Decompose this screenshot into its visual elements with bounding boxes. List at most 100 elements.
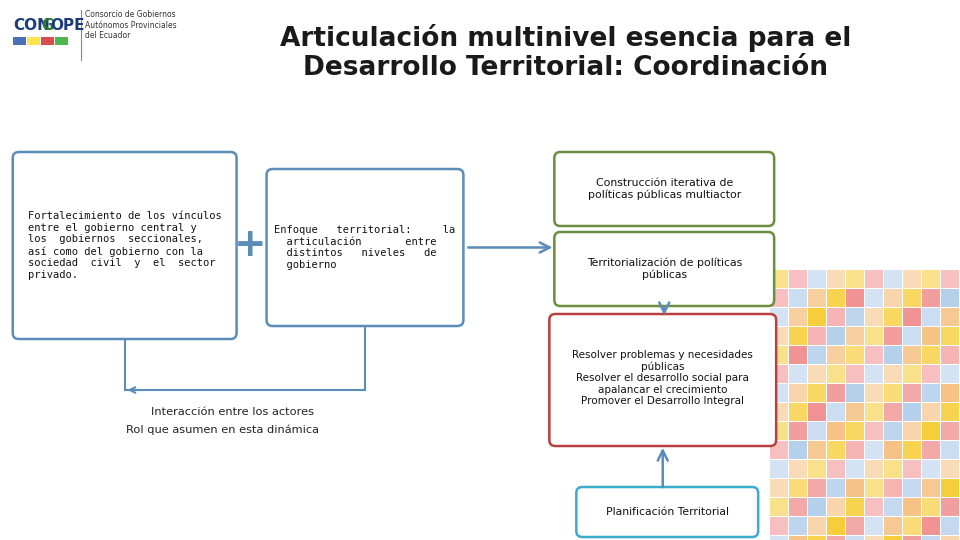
- Bar: [808, 479, 827, 497]
- Bar: [808, 270, 827, 288]
- Bar: [808, 517, 827, 535]
- Bar: [903, 479, 921, 497]
- Bar: [808, 289, 827, 307]
- Bar: [941, 460, 959, 478]
- Bar: [884, 384, 902, 402]
- Text: Planificación Territorial: Planificación Territorial: [606, 507, 729, 517]
- Bar: [846, 270, 864, 288]
- Bar: [770, 289, 788, 307]
- FancyArrowPatch shape: [130, 387, 142, 393]
- Bar: [884, 289, 902, 307]
- Bar: [903, 498, 921, 516]
- Bar: [828, 346, 845, 364]
- Bar: [941, 384, 959, 402]
- Bar: [884, 403, 902, 421]
- Bar: [884, 517, 902, 535]
- Bar: [865, 270, 883, 288]
- Bar: [903, 384, 921, 402]
- Bar: [903, 536, 921, 540]
- Bar: [865, 289, 883, 307]
- Bar: [828, 308, 845, 326]
- Bar: [884, 498, 902, 516]
- Bar: [922, 479, 940, 497]
- Bar: [865, 327, 883, 345]
- Bar: [865, 479, 883, 497]
- Bar: [941, 479, 959, 497]
- FancyArrowPatch shape: [660, 302, 669, 313]
- Bar: [40, 37, 54, 45]
- Bar: [903, 308, 921, 326]
- Bar: [903, 422, 921, 440]
- Bar: [903, 460, 921, 478]
- Text: Resolver problemas y necesidades
públicas
Resolver el desarrollo social para
apa: Resolver problemas y necesidades pública…: [572, 349, 754, 407]
- Bar: [903, 346, 921, 364]
- Bar: [941, 441, 959, 459]
- Bar: [884, 479, 902, 497]
- Bar: [770, 498, 788, 516]
- Bar: [828, 365, 845, 383]
- Bar: [941, 270, 959, 288]
- Bar: [846, 346, 864, 364]
- Bar: [828, 403, 845, 421]
- Text: CON: CON: [12, 17, 50, 32]
- Bar: [846, 517, 864, 535]
- Bar: [846, 536, 864, 540]
- Bar: [865, 308, 883, 326]
- Bar: [770, 365, 788, 383]
- Bar: [770, 422, 788, 440]
- Bar: [828, 479, 845, 497]
- Bar: [903, 441, 921, 459]
- Bar: [808, 384, 827, 402]
- Bar: [770, 517, 788, 535]
- Bar: [789, 536, 807, 540]
- Bar: [808, 308, 827, 326]
- Bar: [922, 327, 940, 345]
- Bar: [828, 536, 845, 540]
- Text: Territorialización de políticas
públicas: Territorialización de políticas públicas: [587, 258, 742, 280]
- Bar: [922, 517, 940, 535]
- Text: +: +: [234, 226, 267, 265]
- FancyBboxPatch shape: [267, 169, 464, 326]
- Bar: [770, 384, 788, 402]
- Bar: [828, 270, 845, 288]
- Bar: [922, 384, 940, 402]
- Bar: [903, 403, 921, 421]
- FancyBboxPatch shape: [554, 232, 774, 306]
- Bar: [846, 365, 864, 383]
- Bar: [903, 289, 921, 307]
- Bar: [55, 37, 68, 45]
- Bar: [808, 422, 827, 440]
- Bar: [922, 403, 940, 421]
- Bar: [770, 270, 788, 288]
- Bar: [789, 365, 807, 383]
- Bar: [922, 536, 940, 540]
- Bar: [903, 517, 921, 535]
- Bar: [941, 327, 959, 345]
- Bar: [770, 346, 788, 364]
- Bar: [808, 346, 827, 364]
- Bar: [865, 441, 883, 459]
- Text: Enfoque   territorial:     la
  articulación       entre
  distintos   niveles  : Enfoque territorial: la articulación ent…: [275, 225, 456, 270]
- Bar: [770, 327, 788, 345]
- Bar: [903, 327, 921, 345]
- Bar: [808, 498, 827, 516]
- Text: Interacción entre los actores: Interacción entre los actores: [152, 407, 314, 417]
- Bar: [808, 460, 827, 478]
- Text: OPE: OPE: [51, 17, 85, 32]
- Bar: [789, 403, 807, 421]
- FancyArrowPatch shape: [658, 450, 668, 487]
- Bar: [846, 422, 864, 440]
- Bar: [808, 441, 827, 459]
- FancyBboxPatch shape: [9, 5, 169, 65]
- Bar: [770, 308, 788, 326]
- Bar: [846, 289, 864, 307]
- Bar: [922, 365, 940, 383]
- Bar: [922, 441, 940, 459]
- Bar: [922, 346, 940, 364]
- Bar: [903, 365, 921, 383]
- Bar: [884, 270, 902, 288]
- Bar: [884, 422, 902, 440]
- Bar: [789, 517, 807, 535]
- Bar: [922, 270, 940, 288]
- Bar: [789, 308, 807, 326]
